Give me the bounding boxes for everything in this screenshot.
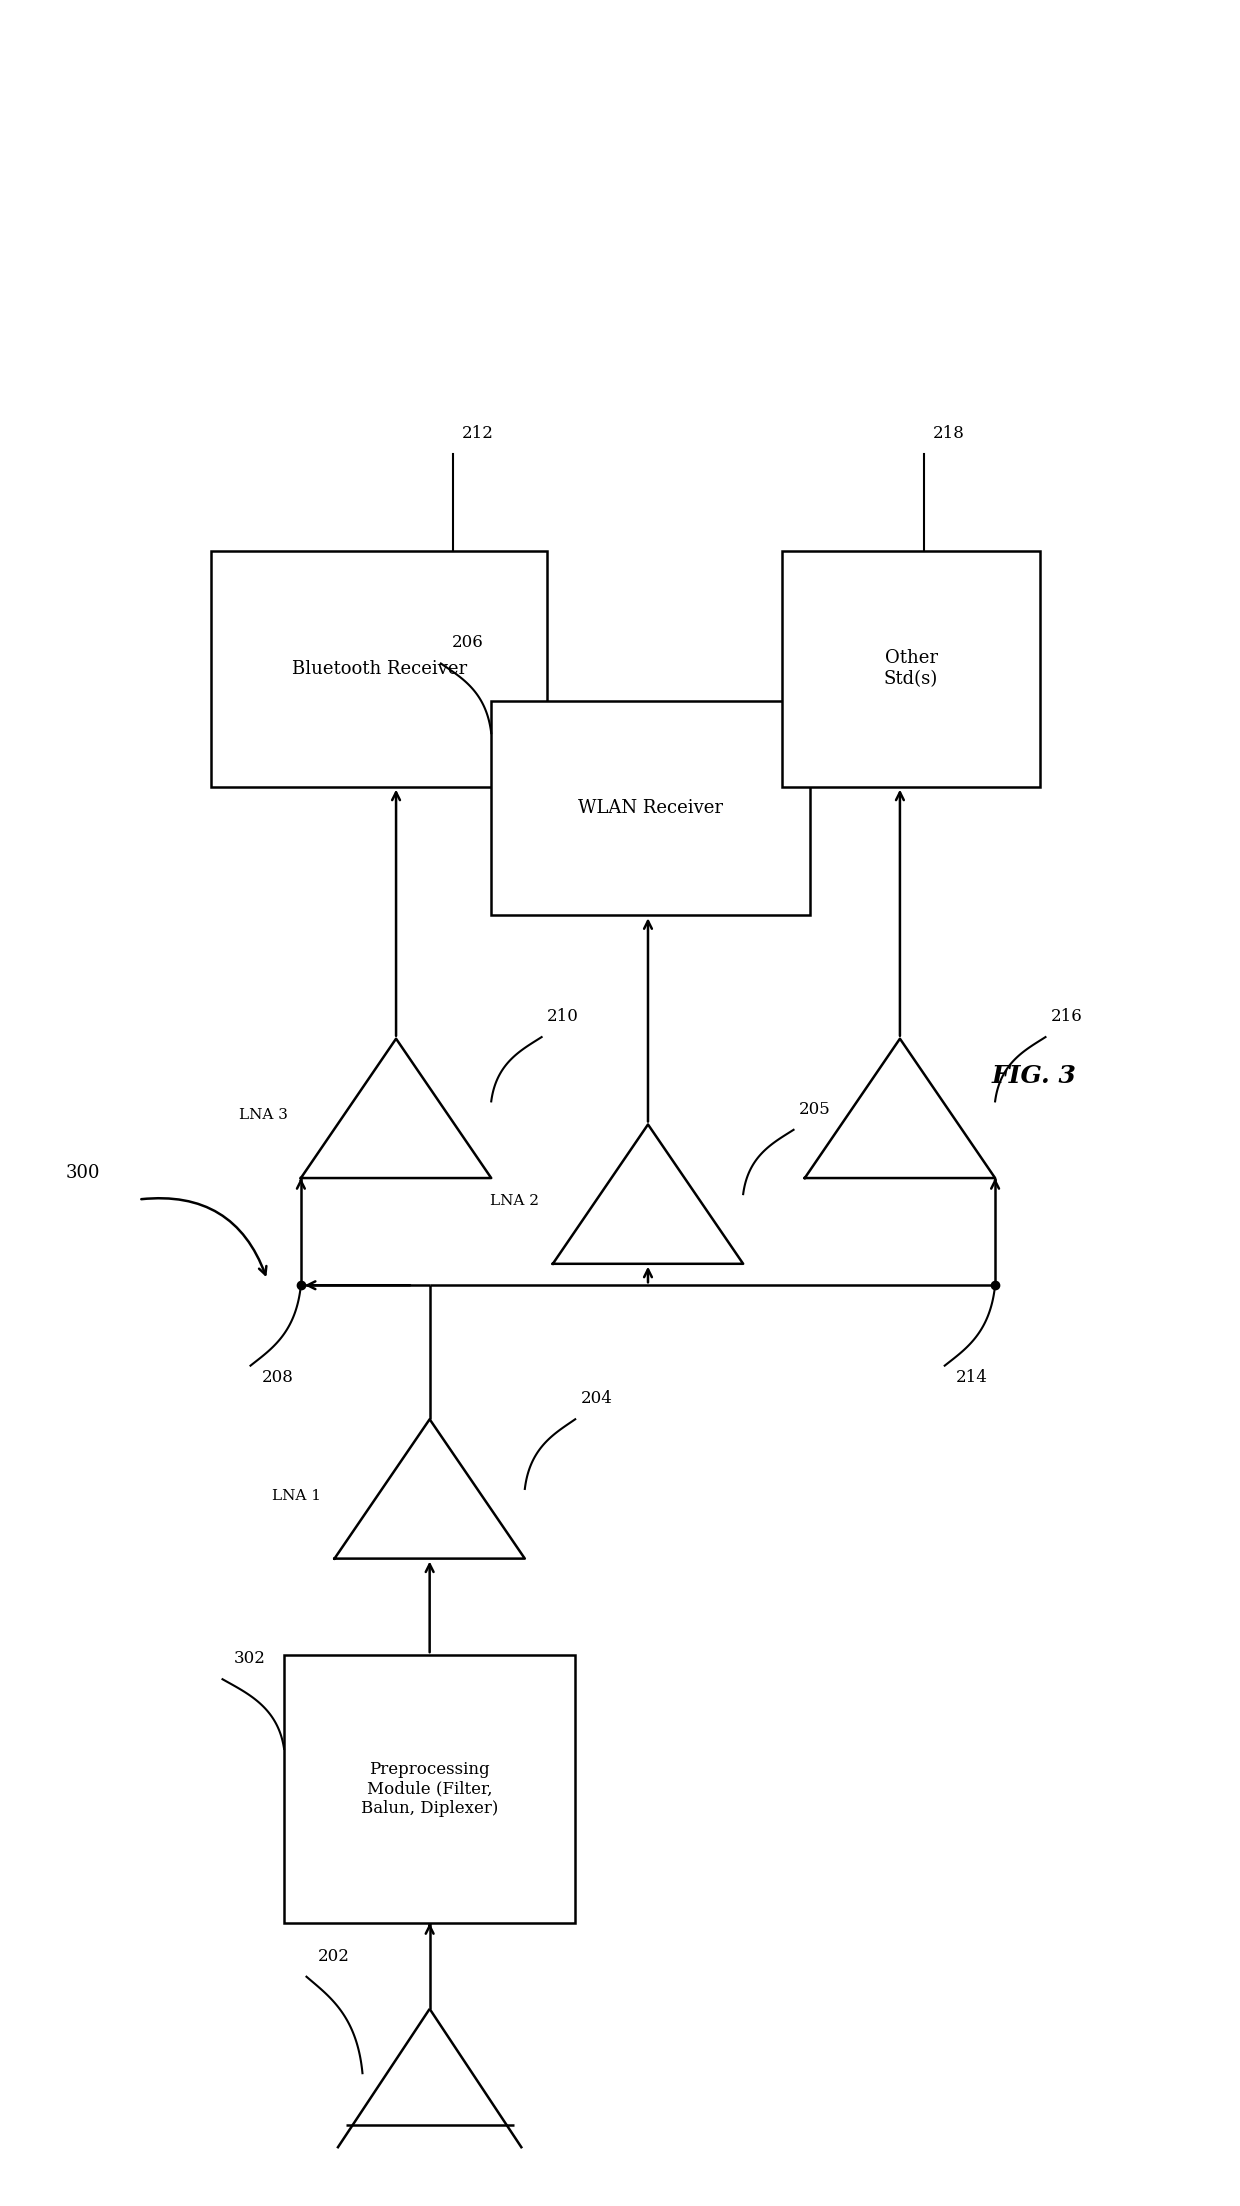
Text: 214: 214 <box>956 1368 988 1385</box>
Text: Bluetooth Receiver: Bluetooth Receiver <box>291 660 466 677</box>
Text: 300: 300 <box>66 1165 100 1182</box>
Text: 210: 210 <box>547 1008 579 1026</box>
FancyArrowPatch shape <box>141 1198 267 1275</box>
Text: Preprocessing
Module (Filter,
Balun, Diplexer): Preprocessing Module (Filter, Balun, Dip… <box>361 1760 498 1818</box>
Bar <box>211 552 547 788</box>
Bar <box>284 1654 575 1924</box>
Text: Other
Std(s): Other Std(s) <box>884 649 939 688</box>
Bar <box>782 552 1040 788</box>
Text: WLAN Receiver: WLAN Receiver <box>578 799 723 816</box>
Text: 208: 208 <box>262 1368 294 1385</box>
Text: 302: 302 <box>233 1650 265 1668</box>
Bar <box>491 702 811 915</box>
Text: 212: 212 <box>463 426 494 443</box>
Text: 204: 204 <box>580 1390 613 1407</box>
Text: 202: 202 <box>317 1948 350 1966</box>
Text: LNA 1: LNA 1 <box>272 1489 321 1502</box>
Text: FIG. 3: FIG. 3 <box>992 1063 1076 1088</box>
Text: 205: 205 <box>799 1101 831 1118</box>
Text: 216: 216 <box>1052 1008 1083 1026</box>
Text: 218: 218 <box>932 426 965 443</box>
Text: LNA 3: LNA 3 <box>238 1107 288 1123</box>
Text: 206: 206 <box>453 635 484 651</box>
Text: LNA 2: LNA 2 <box>490 1193 539 1209</box>
